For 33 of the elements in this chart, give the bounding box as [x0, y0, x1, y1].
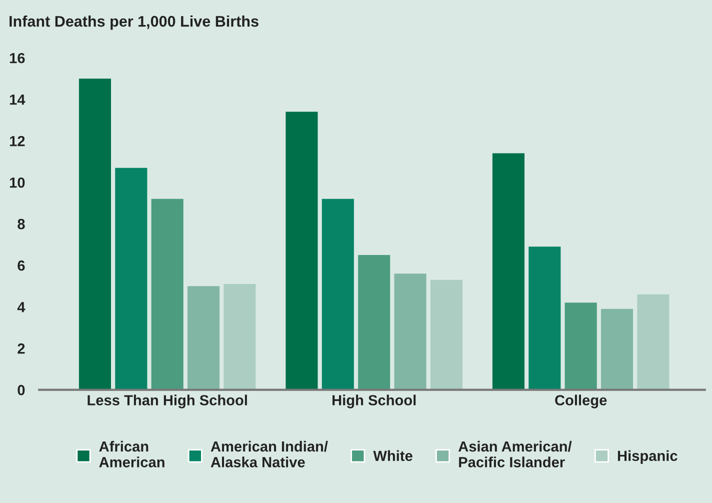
y-axis-title: Infant Deaths per 1,000 Live Births — [10, 16, 258, 30]
bar — [492, 153, 524, 390]
bar — [564, 302, 597, 390]
y-tick-label: 10 — [10, 177, 25, 188]
x-tick-label: Less Than High School — [88, 394, 247, 408]
bar — [286, 112, 318, 390]
bar — [528, 246, 561, 390]
bar — [224, 284, 256, 390]
legend-label: White — [373, 450, 412, 462]
y-tick-label: 16 — [10, 52, 25, 64]
y-tick-label: 4 — [17, 302, 26, 312]
bar — [358, 254, 390, 390]
bar — [151, 198, 184, 390]
bar — [394, 274, 426, 390]
y-tick-label: 0 — [18, 384, 25, 396]
bar — [115, 168, 148, 390]
legend-label: African American — [99, 440, 164, 468]
y-tick-label: 12 — [10, 136, 25, 146]
bar — [430, 280, 462, 390]
bar — [322, 198, 354, 390]
bar — [637, 294, 670, 390]
legend-label: Asian American/ Pacific Islander — [458, 440, 572, 468]
y-tick-label: 14 — [10, 94, 26, 105]
y-tick-label: 6 — [18, 260, 25, 271]
x-tick-label: College — [555, 394, 607, 408]
bar — [78, 78, 112, 390]
bar — [188, 286, 220, 390]
legend-label: American Indian/ Alaska Native — [210, 440, 328, 468]
x-tick-label: High School — [332, 394, 416, 408]
y-tick-label: 8 — [18, 218, 25, 230]
legend-label: Hispanic — [618, 450, 678, 464]
bar — [600, 308, 634, 390]
y-tick-label: 2 — [18, 343, 25, 354]
